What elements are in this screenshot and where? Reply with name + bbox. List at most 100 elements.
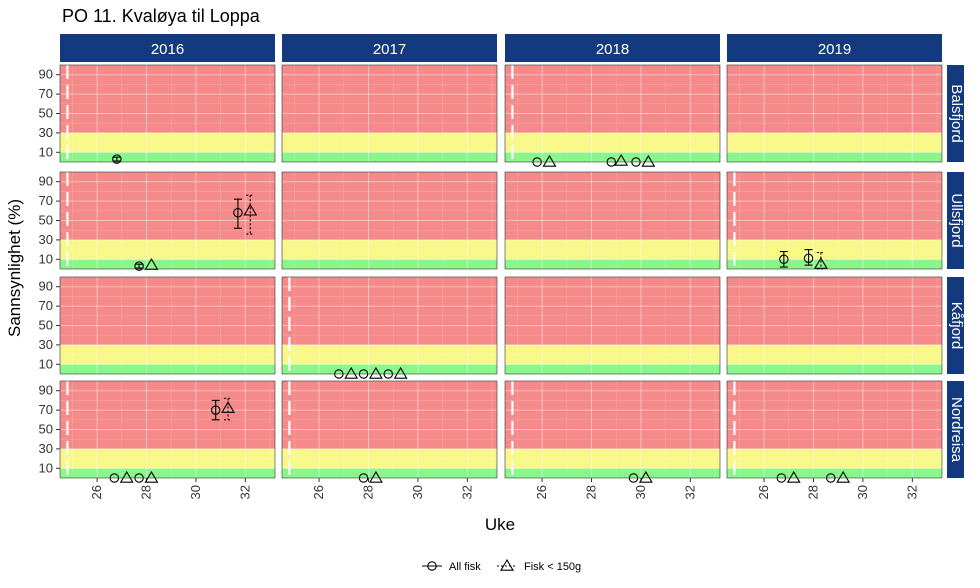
point-fisk-150g [786,470,801,483]
panel-k-fjord-2016 [59,276,276,375]
x-tick-label: 26 [311,485,326,499]
zone-red [505,381,720,449]
zone-green [727,259,942,269]
point-fisk-150g [119,470,134,483]
y-tick-label: 10 [39,251,53,266]
x-tick-label: 32 [682,485,697,499]
strip-label-2018: 2018 [596,41,629,58]
x-tick-label: 28 [583,485,598,499]
row-label-ullsfjord: Ullsfjord [948,193,965,247]
panel-border [726,380,943,479]
zone-red [282,65,497,133]
panel-border [281,64,498,163]
panel-border [504,380,721,479]
y-tick-label: 90 [39,279,53,294]
point-fisk-150g [368,470,383,483]
zone-green [282,152,497,162]
x-tick-label: 30 [188,485,203,499]
row-label-balsfjord: Balsfjord [948,84,965,142]
x-tick-label: 30 [633,485,648,499]
panel-balsfjord-2017 [281,64,498,163]
y-tick-label: 50 [39,213,53,228]
panel-ullsfjord-2019 [726,171,943,270]
zone-red [282,381,497,449]
legend: All fisk Fisk < 150g [422,558,581,573]
zone-green [727,468,942,478]
zone-yellow [282,448,497,469]
y-tick-label: 90 [39,383,53,398]
zone-green [505,364,720,374]
y-tick-label: 90 [39,67,53,82]
zone-yellow [505,448,720,469]
x-tick-label: 32 [237,485,252,499]
point-fisk-150g [638,470,653,483]
zone-red [282,172,497,240]
panel-nordreisa-2019 [726,380,943,483]
panel-border [504,171,721,270]
zone-green [505,259,720,269]
legend-label-fisk-150g: Fisk < 150g [524,561,581,573]
zone-green [282,259,497,269]
point-all-fisk [112,154,122,164]
zone-red [505,277,720,345]
x-tick-label: 28 [360,485,375,499]
zone-yellow [727,448,942,469]
x-tick-label: 26 [534,485,549,499]
strip-2017 [282,34,497,62]
zone-yellow [60,239,275,260]
point-fisk-150g [836,470,851,483]
zone-green [60,259,275,269]
point-fisk-150g [243,203,258,216]
y-tick-label: 90 [39,174,53,189]
zone-red [60,381,275,449]
point-fisk-150g [344,366,359,379]
zone-yellow [60,448,275,469]
panel-ullsfjord-2016 [59,171,276,271]
point-fisk-150g [614,153,629,166]
zone-green [505,468,720,478]
panel-border [281,171,498,270]
zone-yellow [505,132,720,153]
zone-red [505,65,720,133]
row-strip-nordreisa [947,381,964,478]
point-all-fisk [779,254,789,265]
zone-yellow [282,239,497,260]
panel-nordreisa-2017 [281,380,498,483]
zone-red [727,277,942,345]
panel-border [504,64,721,163]
panel-border [726,276,943,375]
strip-2019 [727,34,942,62]
panel-ullsfjord-2018 [504,171,721,270]
panel-k-fjord-2019 [726,276,943,375]
panel-border [59,64,276,163]
x-tick-label: 30 [855,485,870,499]
x-tick-label: 26 [756,485,771,499]
point-fisk-150g [500,558,514,571]
y-tick-label: 30 [39,337,53,352]
y-tick-label: 70 [39,193,53,208]
strip-2018 [505,34,720,62]
strip-2016 [60,34,275,62]
y-tick-label: 10 [39,144,53,159]
chart-title: PO 11. Kvaløya til Loppa [62,6,261,26]
zone-green [282,468,497,478]
point-fisk-150g [144,470,159,483]
panel-border [281,276,498,375]
panel-border [726,64,943,163]
panel-k-fjord-2017 [281,276,498,379]
zone-yellow [60,132,275,153]
panel-k-fjord-2018 [504,276,721,375]
panel-nordreisa-2016 [59,380,276,483]
x-tick-label: 32 [904,485,919,499]
zone-red [727,381,942,449]
strip-label-2016: 2016 [151,41,184,58]
y-tick-label: 30 [39,232,53,247]
panel-grid: 2016 2017 2018 2019 Balsfjord Ullsfjord Kåfjor… [39,34,965,499]
panel-border [59,171,276,270]
panel-border [726,171,943,270]
zone-green [727,152,942,162]
y-tick-label: 10 [39,356,53,371]
panel-balsfjord-2019 [726,64,943,163]
y-tick-label: 50 [39,106,53,121]
